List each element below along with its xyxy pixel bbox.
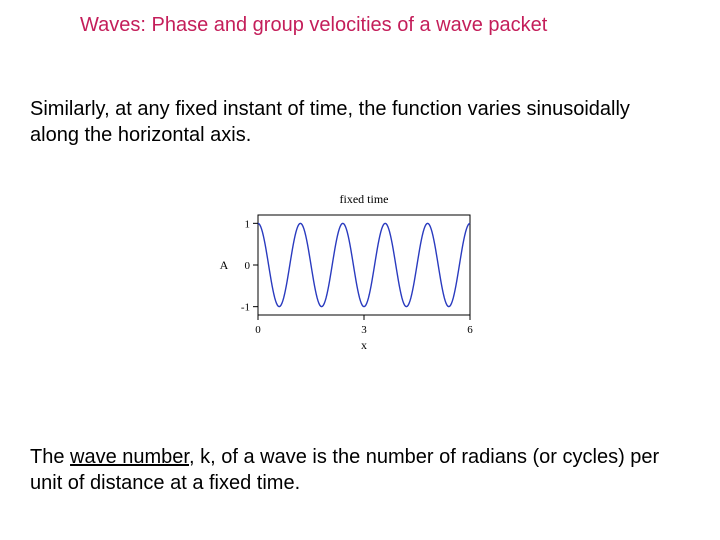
svg-text:A: A bbox=[220, 258, 229, 272]
svg-text:0: 0 bbox=[245, 260, 251, 272]
svg-text:3: 3 bbox=[361, 324, 367, 336]
wave-number-paragraph: The wave number, k, of a wave is the num… bbox=[30, 444, 680, 496]
svg-text:fixed time: fixed time bbox=[340, 192, 389, 206]
para2-pre: The bbox=[30, 446, 70, 468]
svg-text:x: x bbox=[361, 338, 367, 352]
svg-text:-1: -1 bbox=[241, 302, 250, 314]
wave-chart: fixed time -1 0 1 0 3 6 Ax bbox=[210, 185, 510, 360]
svg-text:0: 0 bbox=[255, 324, 261, 336]
intro-paragraph: Similarly, at any fixed instant of time,… bbox=[30, 96, 680, 148]
svg-text:1: 1 bbox=[245, 218, 251, 230]
svg-text:6: 6 bbox=[467, 324, 473, 336]
page-title: Waves: Phase and group velocities of a w… bbox=[80, 14, 547, 37]
wave-number-term: wave number bbox=[70, 446, 189, 468]
